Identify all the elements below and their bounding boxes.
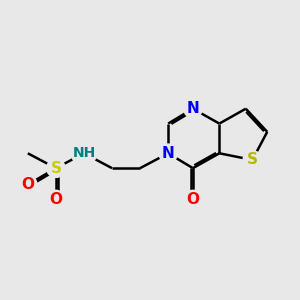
Circle shape bbox=[184, 190, 202, 209]
Circle shape bbox=[19, 176, 37, 194]
Circle shape bbox=[46, 159, 65, 177]
Text: N: N bbox=[162, 146, 175, 161]
Text: NH: NH bbox=[72, 146, 96, 160]
Circle shape bbox=[159, 144, 177, 163]
Circle shape bbox=[46, 190, 65, 209]
Circle shape bbox=[71, 141, 97, 166]
Text: O: O bbox=[21, 177, 34, 192]
Text: S: S bbox=[247, 152, 258, 167]
Circle shape bbox=[184, 100, 202, 118]
Text: N: N bbox=[187, 101, 199, 116]
Circle shape bbox=[243, 151, 262, 169]
Text: S: S bbox=[50, 161, 62, 176]
Text: O: O bbox=[50, 192, 62, 207]
Text: O: O bbox=[186, 192, 200, 207]
